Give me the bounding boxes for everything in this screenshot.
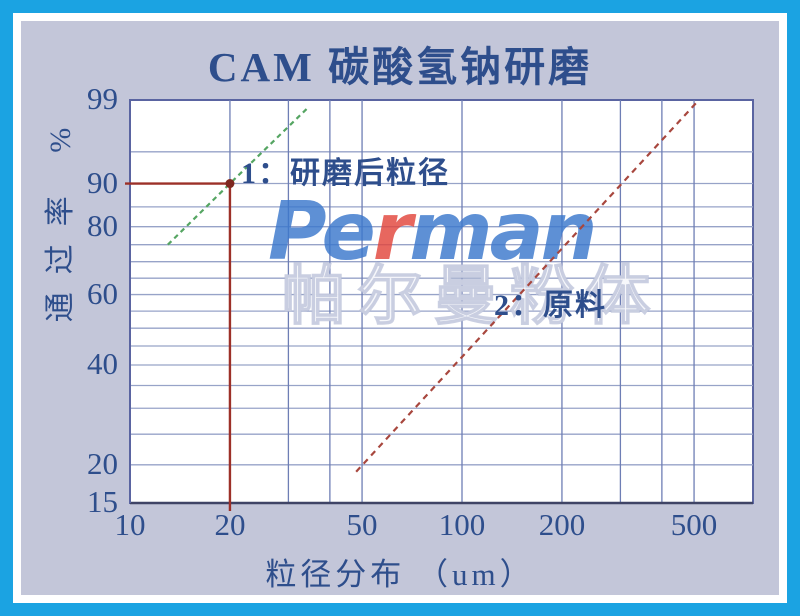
y-tick-label-20: 20	[87, 445, 118, 481]
y-tick-label-40: 40	[87, 345, 118, 381]
x-tick-label-100: 100	[438, 507, 486, 542]
x-axis-title: 粒径分布 （um）	[265, 557, 535, 592]
x-tick-label-10: 10	[114, 507, 146, 542]
series1-label: 1：研磨后粒径	[241, 157, 450, 190]
y-tick-label-80: 80	[87, 207, 118, 243]
y-tick-label-15: 15	[87, 484, 118, 519]
y-tick-label-99: 99	[87, 81, 118, 116]
x-tick-label-200: 200	[538, 507, 586, 542]
x-tick-label-500: 500	[670, 507, 718, 542]
y-tick-label-60: 60	[87, 275, 118, 311]
chart-title: CAM 碳酸氢钠研磨	[207, 44, 593, 90]
x-tick-label-50: 50	[346, 507, 378, 542]
x-tick-label-20: 20	[214, 507, 246, 542]
series2-label: 2：原料	[494, 289, 607, 322]
y-tick-label-90: 90	[87, 164, 118, 200]
